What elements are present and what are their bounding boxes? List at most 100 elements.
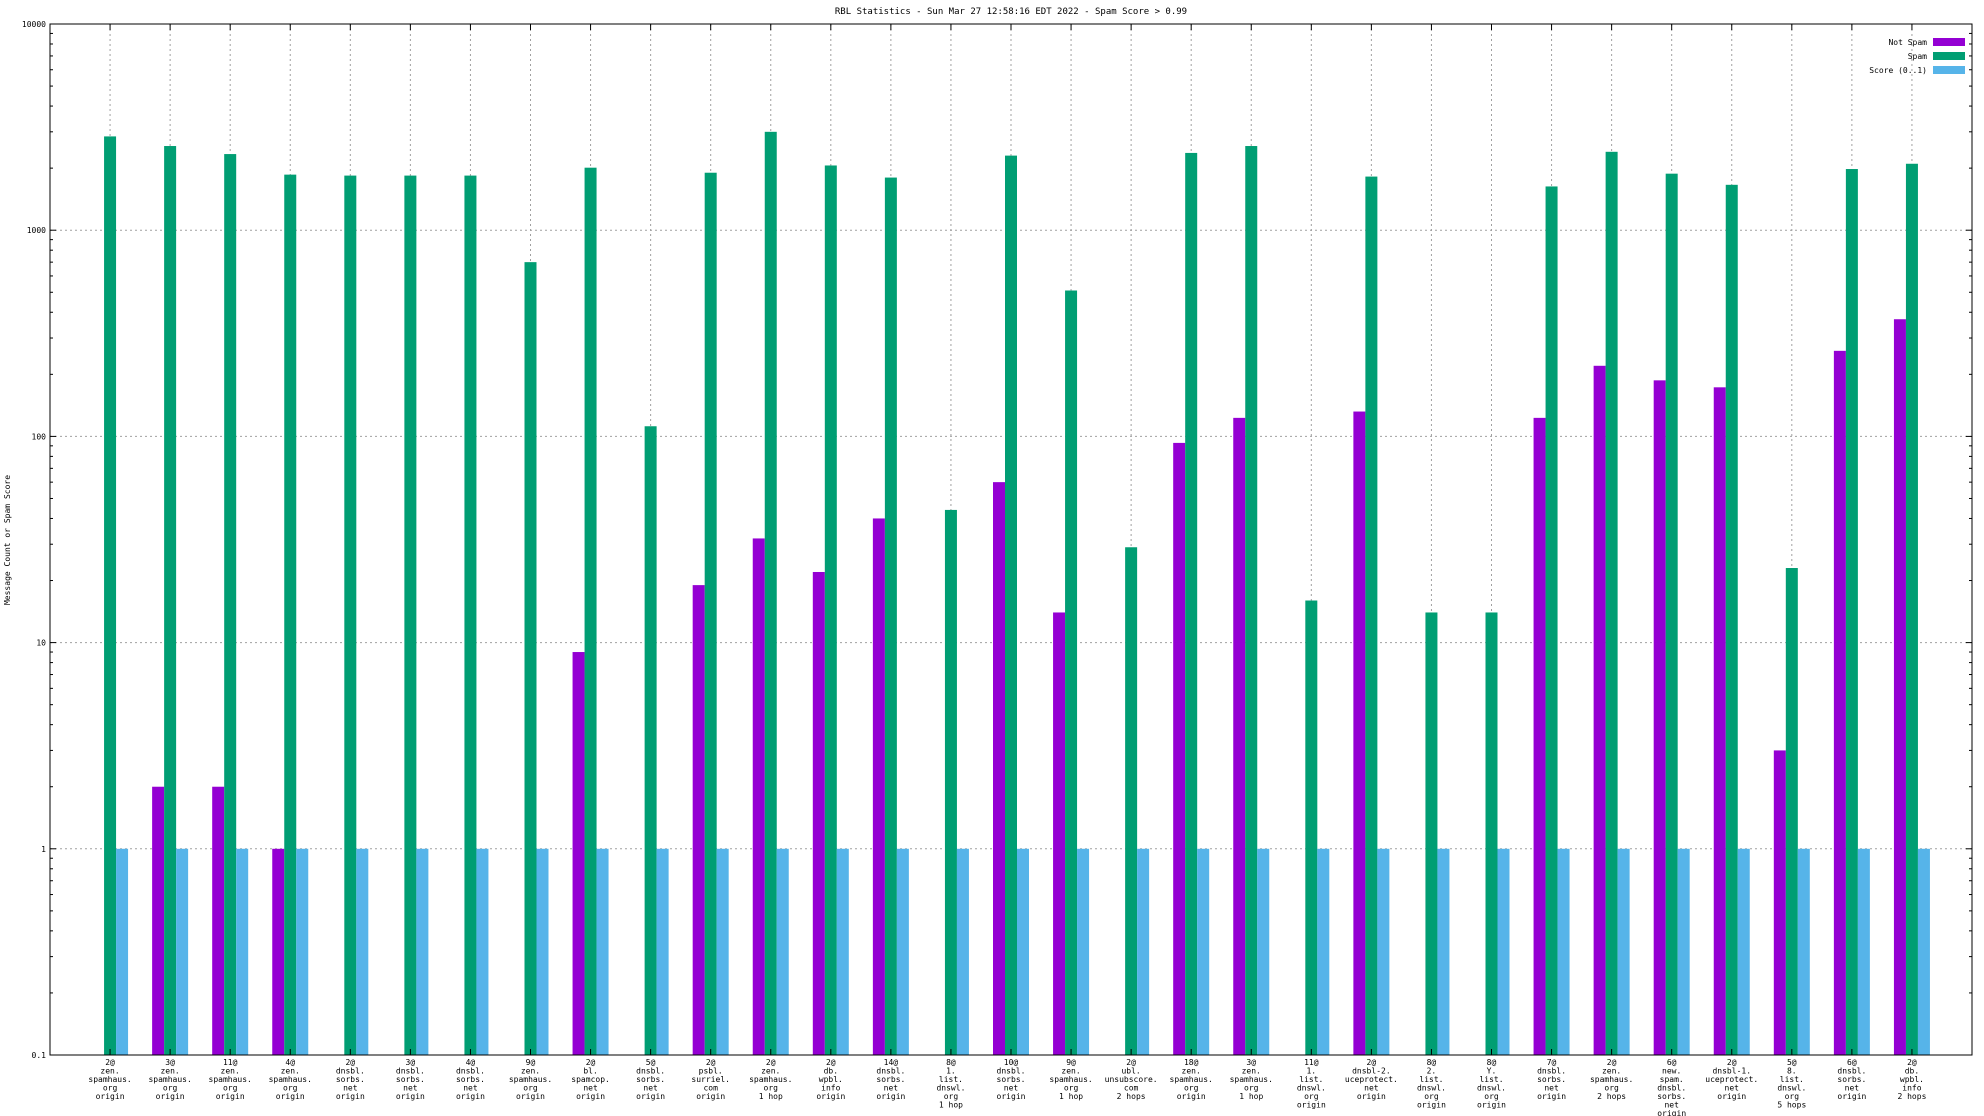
- x-category-label: net: [1004, 1084, 1019, 1093]
- x-category-label: dnsbl.: [1657, 1084, 1686, 1093]
- x-category-label: uceprotect.: [1345, 1075, 1398, 1084]
- x-category-label: psbl.: [699, 1067, 723, 1076]
- x-category-label: net: [1845, 1084, 1860, 1093]
- bar-not-spam: [1893, 319, 1906, 1055]
- x-category-label: origin: [876, 1092, 905, 1101]
- bar-not-spam: [812, 571, 825, 1055]
- bar-score-0-1: [1257, 848, 1270, 1055]
- x-category-label: origin: [396, 1092, 425, 1101]
- x-category-label: wpbl.: [819, 1075, 843, 1084]
- x-category-label: org: [944, 1092, 959, 1101]
- bar-score-0-1: [1137, 848, 1150, 1055]
- x-category-label: list.: [1299, 1075, 1323, 1084]
- bar-spam: [704, 172, 717, 1055]
- x-category-label: origin: [1717, 1092, 1746, 1101]
- x-category-label: 8@: [946, 1058, 956, 1067]
- bar-score-0-1: [1617, 848, 1630, 1055]
- x-category-label: 4@: [466, 1058, 476, 1067]
- bar-spam: [764, 131, 777, 1055]
- x-category-label: dnswl.: [1777, 1084, 1806, 1093]
- x-category-label: 6@: [1847, 1058, 1857, 1067]
- bar-score-0-1: [1437, 848, 1450, 1055]
- x-category-label: 2 hops: [1597, 1092, 1626, 1101]
- x-category-label: origin: [1417, 1101, 1446, 1110]
- x-category-label: spamhaus.: [509, 1075, 552, 1084]
- x-category-label: spamhaus.: [1230, 1075, 1273, 1084]
- y-tick-label: 10: [36, 639, 46, 648]
- x-category-label: origin: [1657, 1109, 1686, 1116]
- bar-spam: [644, 426, 657, 1056]
- x-category-label: origin: [216, 1092, 245, 1101]
- x-category-label: org: [523, 1084, 538, 1093]
- bar-spam: [1065, 290, 1078, 1055]
- bar-not-spam: [152, 786, 165, 1055]
- y-axis-ticks: 0.1 1 10 100 1000 10000: [22, 20, 1972, 1060]
- bar-score-0-1: [1077, 848, 1090, 1055]
- x-category-label: zen.: [761, 1067, 780, 1076]
- bar-score-0-1: [116, 848, 129, 1055]
- legend-swatch: [1933, 52, 1965, 60]
- x-category-label: 3@: [165, 1058, 175, 1067]
- bar-spam: [344, 175, 357, 1056]
- x-category-label: 5@: [1787, 1058, 1797, 1067]
- x-category-label: spamhaus.: [148, 1075, 191, 1084]
- x-category-label: 1 hop: [1239, 1092, 1263, 1101]
- x-category-label: net: [1664, 1101, 1679, 1110]
- bar-score-0-1: [1557, 848, 1570, 1055]
- x-category-label: 1.: [946, 1067, 956, 1076]
- x-category-label: list.: [1780, 1075, 1804, 1084]
- x-category-label: zen.: [221, 1067, 240, 1076]
- x-category-label: sorbs.: [456, 1075, 485, 1084]
- x-category-label: sorbs.: [336, 1075, 365, 1084]
- x-category-label: org: [764, 1084, 779, 1093]
- bar-score-0-1: [956, 848, 969, 1055]
- x-category-label: origin: [1477, 1101, 1506, 1110]
- x-category-label: db.: [824, 1067, 838, 1076]
- x-category-label: com: [703, 1084, 718, 1093]
- x-category-label: sorbs.: [1837, 1075, 1866, 1084]
- x-category-label: Y.: [1487, 1067, 1497, 1076]
- x-category-label: sorbs.: [876, 1075, 905, 1084]
- bar-not-spam: [1833, 350, 1846, 1055]
- x-category-label: new.: [1662, 1067, 1681, 1076]
- x-category-label: origin: [1357, 1092, 1386, 1101]
- x-category-label: dnswl.: [1477, 1084, 1506, 1093]
- x-category-label: dnswl.: [936, 1084, 965, 1093]
- bar-spam: [1845, 169, 1858, 1055]
- x-category-label: 3@: [406, 1058, 416, 1067]
- x-category-label: origin: [276, 1092, 305, 1101]
- bar-spam: [284, 174, 297, 1055]
- bar-not-spam: [1233, 417, 1246, 1055]
- bar-score-0-1: [536, 848, 549, 1055]
- bar-not-spam: [272, 848, 285, 1055]
- x-category-label: 10@: [1004, 1058, 1019, 1067]
- x-category-label: origin: [576, 1092, 605, 1101]
- x-category-label: 7@: [1547, 1058, 1557, 1067]
- x-category-label: net: [643, 1084, 658, 1093]
- x-category-label: net: [1364, 1084, 1379, 1093]
- x-category-label: 2 hops: [1117, 1092, 1146, 1101]
- bar-spam: [1425, 612, 1438, 1055]
- x-category-label: uceprotect.: [1705, 1075, 1758, 1084]
- y-tick-label: 1000: [27, 226, 46, 235]
- x-category-label: dnswl.: [1417, 1084, 1446, 1093]
- bar-spam: [1725, 184, 1738, 1055]
- legend: Not Spam Spam Score (0..1): [1869, 38, 1965, 75]
- bar-score-0-1: [356, 848, 369, 1055]
- bar-not-spam: [1773, 750, 1786, 1055]
- bar-not-spam: [872, 518, 885, 1055]
- bar-not-spam: [1713, 387, 1726, 1055]
- bar-score-0-1: [1197, 848, 1210, 1055]
- bar-spam: [1365, 176, 1378, 1056]
- x-category-label: bl.: [583, 1067, 597, 1076]
- x-axis-category-labels: 2@zen.spamhaus.orgorigin3@zen.spamhaus.o…: [88, 1058, 1926, 1116]
- x-category-label: org: [1424, 1092, 1439, 1101]
- bar-spam: [1245, 146, 1258, 1055]
- y-tick-label: 100: [32, 432, 47, 441]
- x-category-label: list.: [939, 1075, 963, 1084]
- x-category-label: org: [1244, 1084, 1259, 1093]
- bar-spam: [824, 165, 837, 1055]
- x-category-label: 8@: [1487, 1058, 1497, 1067]
